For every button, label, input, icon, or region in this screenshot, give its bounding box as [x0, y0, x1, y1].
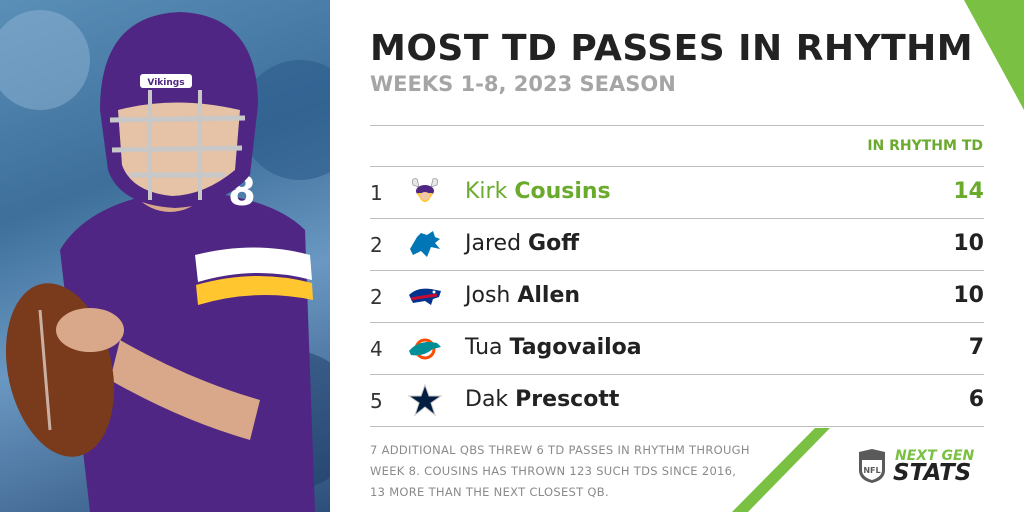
brand-line-1: NEXT GEN — [895, 448, 975, 464]
last-name: Cousins — [514, 179, 611, 204]
player-illustration: 8 Vikings — [0, 10, 330, 512]
table-row: 1 Kirk Cousins 14 — [370, 167, 984, 219]
divider — [370, 166, 984, 167]
vikings-logo-icon — [412, 178, 438, 202]
rank: 1 — [370, 181, 383, 205]
in-rhythm-td-value: 10 — [953, 283, 984, 308]
divider — [370, 322, 984, 323]
bills-logo-icon — [409, 288, 441, 305]
divider — [370, 270, 984, 271]
dolphins-logo-icon — [409, 338, 441, 360]
first-name: Kirk — [465, 179, 508, 204]
rank: 2 — [370, 285, 383, 309]
player-name: Tua Tagovailoa — [465, 335, 642, 360]
table-row: 4 Tua Tagovailoa 7 — [370, 323, 984, 375]
divider — [370, 426, 984, 427]
last-name: Goff — [528, 231, 580, 256]
helmet-logo: Vikings — [147, 78, 184, 88]
in-rhythm-td-value: 6 — [968, 387, 984, 412]
player-name: Dak Prescott — [465, 387, 619, 412]
corner-accent — [964, 0, 1024, 110]
column-header: IN RHYTHM TD — [867, 138, 983, 154]
table-row: 2 Jared Goff 10 — [370, 219, 984, 271]
last-name: Prescott — [515, 387, 620, 412]
divider — [370, 374, 984, 375]
stripe-accent — [732, 428, 830, 512]
first-name: Tua — [465, 335, 503, 360]
last-name: Tagovailoa — [509, 335, 642, 360]
brand-line-2: STATS — [893, 460, 972, 486]
player-name: Josh Allen — [465, 283, 580, 308]
divider — [370, 125, 984, 126]
footnote: 7 ADDITIONAL QBS THREW 6 TD PASSES IN RH… — [370, 443, 750, 499]
rank: 5 — [370, 389, 383, 413]
stats-panel: MOST TD PASSES IN RHYTHM WEEKS 1-8, 2023… — [330, 0, 1024, 512]
first-name: Dak — [465, 387, 509, 412]
nfl-label: NFL — [863, 466, 880, 475]
rank: 2 — [370, 233, 383, 257]
cowboys-logo-icon — [407, 383, 443, 417]
rank: 4 — [370, 337, 383, 361]
first-name: Josh — [465, 283, 511, 308]
page-title: MOST TD PASSES IN RHYTHM — [370, 28, 974, 69]
in-rhythm-td-value: 10 — [953, 231, 984, 256]
page-subtitle: WEEKS 1-8, 2023 SEASON — [370, 72, 676, 96]
player-name: Jared Goff — [465, 231, 579, 256]
in-rhythm-td-value: 7 — [968, 335, 984, 360]
last-name: Allen — [517, 283, 581, 308]
table-row: 5 Dak Prescott 6 — [370, 375, 984, 427]
in-rhythm-td-value: 14 — [953, 179, 984, 204]
next-gen-stats-logo: NFL NEXT GEN STATS — [857, 448, 987, 488]
nfl-shield-icon: NFL — [859, 449, 885, 483]
player-photo: 8 Vikings — [0, 0, 330, 512]
first-name: Jared — [465, 231, 522, 256]
player-name: Kirk Cousins — [465, 179, 611, 204]
divider — [370, 218, 984, 219]
lions-logo-icon — [410, 231, 440, 257]
table-row: 2 Josh Allen 10 — [370, 271, 984, 323]
